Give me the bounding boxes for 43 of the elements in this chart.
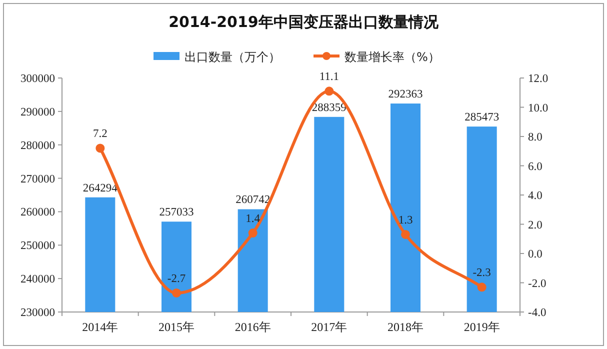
x-tick-label: 2016年 <box>234 320 271 334</box>
y-tick-label: 240000 <box>20 274 56 286</box>
y2-tick-label: 0.0 <box>528 248 543 260</box>
data-label: -2.3 <box>472 267 492 280</box>
point <box>172 288 181 298</box>
y-tick-label: 270000 <box>20 173 56 186</box>
y2-tick-label: -2.0 <box>528 278 546 290</box>
y-tick-label: 260000 <box>20 206 56 219</box>
data-label: 260742 <box>236 194 270 206</box>
point <box>324 86 334 96</box>
y2-tick-label: 2.0 <box>528 219 543 232</box>
data-label: -2.7 <box>167 272 186 285</box>
data-label: 7.2 <box>92 128 108 140</box>
y-tick-label: 280000 <box>20 140 56 152</box>
y-tick-label: 290000 <box>20 106 56 118</box>
y-tick-label: 250000 <box>20 240 56 252</box>
legend-label: 出口数量（万个） <box>184 50 280 64</box>
y-tick-label: 300000 <box>20 73 56 85</box>
point <box>248 228 258 238</box>
x-tick-label: 2014年 <box>82 320 118 334</box>
data-label: 292363 <box>388 88 423 101</box>
point <box>96 144 105 153</box>
data-label: 11.1 <box>319 71 340 84</box>
data-label: 264294 <box>82 182 118 194</box>
data-label: 1.3 <box>398 214 413 226</box>
point <box>401 230 410 239</box>
y2-tick-label: 6.0 <box>528 160 543 173</box>
data-label: 257033 <box>159 206 194 219</box>
y2-tick-label: 12.0 <box>528 73 548 85</box>
y2-tick-label: 4.0 <box>528 190 543 202</box>
data-label: 285473 <box>464 112 500 124</box>
data-label: 1.4 <box>246 213 260 226</box>
point <box>477 282 486 292</box>
legend-label: 数量增长率（%） <box>344 50 440 64</box>
x-tick-label: 2018年 <box>388 320 424 334</box>
x-tick-label: 2019年 <box>464 320 500 334</box>
y-tick-label: 230000 <box>20 307 56 319</box>
y2-tick-label: -4.0 <box>528 307 546 319</box>
y2-tick-label: 8.0 <box>528 132 543 144</box>
y2-tick-label: 10.0 <box>528 102 548 114</box>
x-tick-label: 2017年 <box>311 320 348 334</box>
x-tick-label: 2015年 <box>158 320 194 334</box>
chart-title: 2014-2019年中国变压器出口数量情况 <box>168 13 440 31</box>
